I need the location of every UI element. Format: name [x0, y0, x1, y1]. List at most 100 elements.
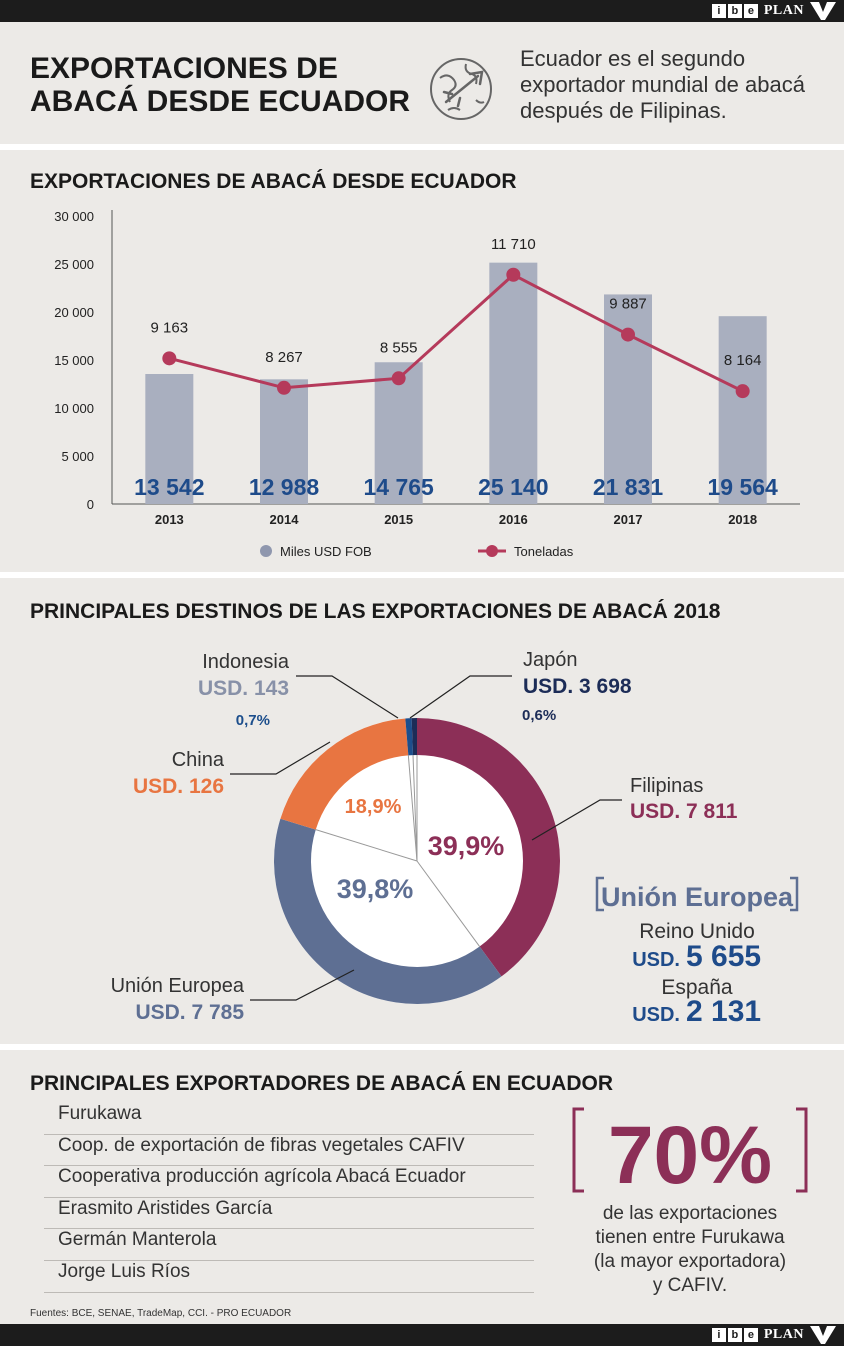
exporters-list: Furukawa Coop. de exportación de fibras …	[44, 1103, 534, 1293]
ue-amount-prefix: USD.	[632, 1004, 680, 1026]
ue-country-label: Reino Unido	[639, 920, 755, 943]
list-item: Furukawa	[44, 1103, 534, 1135]
slice-pct-label: 0,7%	[236, 712, 270, 729]
line-point	[621, 327, 635, 342]
line-value-label: 8 164	[724, 352, 762, 369]
y-tick-label: 25 000	[54, 257, 94, 272]
bar-value-label: 19 564	[707, 474, 778, 500]
y-tick-label: 30 000	[54, 209, 94, 224]
v-logo-icon	[810, 1326, 836, 1344]
legend-line-label: Toneladas	[514, 544, 574, 559]
ue-country-label: España	[661, 976, 733, 999]
y-tick-label: 20 000	[54, 305, 94, 320]
bottom-bar: i b e PLAN	[0, 1324, 844, 1346]
bracket-left-icon	[595, 876, 604, 912]
plan-label: PLAN	[763, 3, 804, 18]
line-value-label: 8 555	[380, 339, 418, 356]
line-value-label: 9 163	[151, 319, 189, 336]
destinations-panel: PRINCIPALES DESTINOS DE LAS EXPORTACIONE…	[0, 578, 844, 1044]
ue-amount-value: 5 655	[686, 940, 761, 973]
x-tick-label: 2016	[499, 512, 528, 527]
list-item: Germán Manterola	[44, 1229, 534, 1261]
x-tick-label: 2013	[155, 512, 184, 527]
big-percentage-value: 70%	[608, 1110, 772, 1195]
x-tick-label: 2017	[614, 512, 643, 527]
line-value-label: 9 887	[609, 296, 647, 313]
slice-name-label: Filipinas	[630, 775, 703, 797]
y-tick-label: 10 000	[54, 401, 94, 416]
list-item: Jorge Luis Ríos	[44, 1261, 534, 1293]
plan-label: PLAN	[763, 1327, 804, 1342]
leader-line	[230, 741, 331, 775]
slice-pct-label: 0,6%	[522, 707, 556, 724]
globe-plane-icon	[430, 58, 492, 120]
y-tick-label: 15 000	[54, 353, 94, 368]
slice-amount-label: USD. 126	[133, 775, 224, 798]
bracket-right-icon	[790, 876, 799, 912]
donut-slice	[405, 718, 414, 756]
ue-amount-prefix: USD.	[632, 949, 680, 971]
donut-slice	[274, 818, 502, 1004]
bar	[145, 373, 194, 504]
y-tick-label: 0	[87, 497, 94, 512]
x-tick-label: 2015	[384, 512, 413, 527]
leader-line	[531, 799, 622, 841]
big-percentage: 70%	[572, 1107, 808, 1195]
list-item: Erasmito Aristides García	[44, 1198, 534, 1230]
legend-bar-marker	[260, 545, 272, 557]
bar	[374, 362, 423, 504]
series-line	[168, 272, 744, 393]
ibe-logo: i b e	[711, 1328, 758, 1342]
header-panel: EXPORTACIONES DE ABACÁ DESDE ECUADOR Ecu…	[0, 22, 844, 144]
bar	[489, 262, 538, 504]
line-point	[506, 267, 521, 282]
line-point	[277, 380, 291, 395]
slice-amount-label: USD. 143	[198, 677, 289, 700]
donut-title: PRINCIPALES DESTINOS DE LAS EXPORTACIONE…	[30, 600, 721, 623]
bar	[718, 316, 767, 504]
v-logo-icon	[810, 2, 836, 20]
destinations-donut-chart: 39,9% 39,8% 18,9% Filipinas USD. 7 811 Unión …	[111, 649, 799, 1028]
slice-pct-label: 39,8%	[337, 874, 414, 904]
top-bar: i b e PLAN	[0, 0, 844, 22]
line-point	[735, 384, 750, 399]
bar-value-label: 21 831	[593, 474, 664, 500]
leader-line	[409, 675, 512, 719]
exporters-title: PRINCIPALES EXPORTADORES DE ABACÁ EN ECU…	[30, 1072, 613, 1095]
legend-bar-label: Miles USD FOB	[280, 544, 372, 559]
slice-pct-label: 39,9%	[428, 831, 505, 861]
ue-breakdown-title: Unión Europea	[601, 882, 794, 912]
slice-divider	[315, 829, 418, 862]
sources-note: Fuentes: BCE, SENAE, TradeMap, CCI. - PR…	[30, 1308, 292, 1319]
exports-bar-line-chart: 0 5 000 10 000 15 000 20 000 25 000 30 000 13 5…	[54, 209, 800, 559]
chart-title: EXPORTACIONES DE ABACÁ DESDE ECUADOR	[30, 170, 517, 193]
x-tick-label: 2018	[728, 512, 757, 527]
slice-amount-label: USD. 7 785	[135, 1001, 244, 1024]
slice-divider	[407, 755, 418, 862]
header-subtitle: Ecuador es el segundo exportador mundial…	[520, 46, 805, 123]
donut-slice	[411, 718, 417, 756]
bar	[260, 379, 308, 504]
brand-logo-bottom: i b e PLAN	[711, 1326, 836, 1344]
leader-line	[250, 969, 355, 1001]
leader-line	[296, 675, 399, 719]
page-title: EXPORTACIONES DE ABACÁ DESDE ECUADOR	[30, 52, 411, 118]
line-value-label: 8 267	[265, 349, 303, 366]
donut-slice	[280, 718, 409, 830]
bar-value-label: 12 988	[249, 474, 320, 500]
bar-value-label: 14 765	[363, 474, 434, 500]
exports-chart-panel: EXPORTACIONES DE ABACÁ DESDE ECUADOR 0 5 …	[0, 150, 844, 572]
line-value-label: 11 710	[491, 236, 536, 253]
bar-value-label: 25 140	[478, 474, 548, 500]
slice-amount-label: USD. 7 811	[630, 800, 738, 823]
ue-amount-value: 2 131	[686, 995, 761, 1028]
y-tick-label: 5 000	[61, 449, 94, 464]
slice-divider	[412, 755, 418, 862]
slice-pct-label: 18,9%	[345, 796, 402, 818]
list-item: Coop. de exportación de fibras vegetales…	[44, 1135, 534, 1167]
percentage-note: de las exportaciones tienen entre Furuka…	[593, 1203, 787, 1296]
list-item: Cooperativa producción agrícola Abacá Ec…	[44, 1166, 534, 1198]
donut-slice	[417, 718, 561, 977]
x-tick-label: 2014	[270, 512, 300, 527]
slice-amount-label: USD. 3 698	[523, 675, 632, 698]
